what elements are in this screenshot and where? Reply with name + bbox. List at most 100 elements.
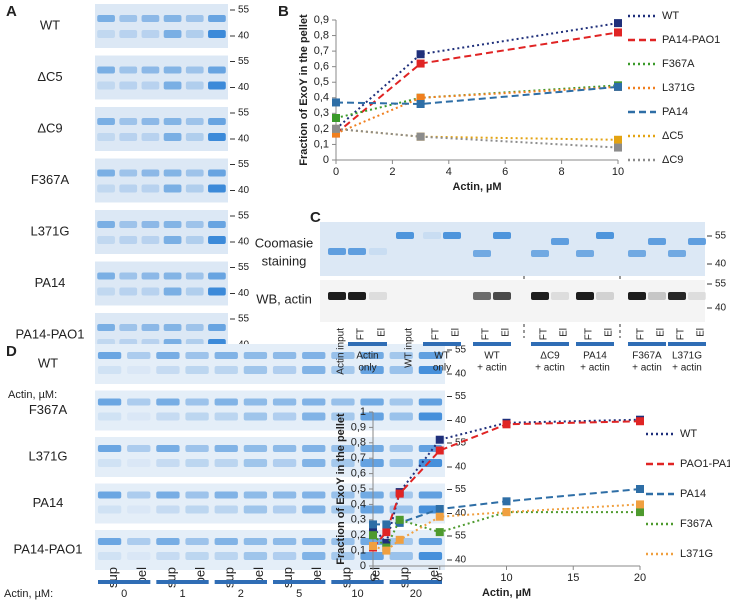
band: [243, 445, 268, 452]
band: [360, 491, 384, 499]
data-point: [502, 508, 511, 517]
concentration: 2: [238, 588, 244, 600]
lane-label: El: [604, 328, 615, 337]
band: [596, 232, 614, 239]
band: [127, 445, 151, 452]
band: [208, 236, 226, 244]
band: [243, 552, 268, 560]
band: [163, 236, 182, 244]
band: [331, 445, 355, 452]
group-label: + actin: [580, 363, 610, 374]
lane-label: pel: [134, 567, 149, 584]
band: [473, 292, 491, 300]
mw-marker: 40: [455, 462, 467, 473]
band: [389, 505, 413, 514]
band: [328, 248, 346, 255]
band: [119, 184, 138, 193]
band: [272, 505, 297, 514]
band: [141, 287, 160, 296]
band: [156, 552, 180, 560]
legend-label: F367A: [662, 58, 695, 70]
mw-marker: 55: [238, 211, 250, 222]
band: [97, 15, 115, 22]
band: [97, 398, 122, 406]
y-tick-label: 0,6: [351, 468, 366, 480]
band: [302, 366, 326, 374]
lane-label: El: [656, 328, 667, 337]
band: [185, 352, 209, 359]
band: [127, 538, 151, 545]
band: [302, 491, 326, 499]
lane-bar: [389, 580, 442, 584]
gel: [95, 261, 228, 306]
y-tick-label: 0,4: [314, 92, 329, 104]
band: [418, 366, 443, 374]
band: [389, 459, 413, 467]
band: [688, 292, 706, 300]
band: [97, 236, 115, 244]
group-label: F367A: [632, 351, 662, 362]
band: [141, 272, 160, 280]
band: [418, 552, 443, 560]
row-label: ΔC9: [37, 120, 62, 135]
lane-label: sup: [397, 567, 412, 588]
band: [369, 292, 387, 300]
band: [119, 324, 138, 331]
band: [119, 81, 138, 90]
band: [185, 236, 204, 244]
band: [127, 352, 151, 359]
data-point: [502, 420, 511, 429]
band: [389, 445, 413, 452]
lane-label: pel: [426, 567, 441, 584]
x-axis-title: Actin, µM: [482, 587, 531, 599]
legend-label: PA14-PAO1: [662, 34, 720, 46]
gel: [95, 107, 228, 151]
gel: [95, 390, 445, 431]
data-point: [332, 129, 340, 138]
band: [208, 133, 226, 141]
band: [127, 412, 151, 421]
band: [97, 552, 122, 560]
data-point: [435, 505, 444, 514]
band: [208, 81, 226, 90]
band: [156, 445, 180, 452]
band: [272, 398, 297, 406]
band: [214, 505, 238, 514]
lane-label: FT: [584, 328, 595, 340]
band: [389, 398, 413, 406]
band: [360, 505, 384, 514]
band: [185, 366, 209, 374]
band: [163, 272, 182, 280]
legend-label: PA14: [680, 488, 706, 500]
band: [185, 118, 204, 125]
row-label: F367A: [31, 172, 70, 187]
band: [208, 66, 226, 74]
legend-label: WT: [662, 10, 679, 22]
band: [97, 66, 115, 74]
row-label: L371G: [30, 223, 69, 238]
lane-label: sup: [105, 567, 120, 588]
data-point: [435, 446, 444, 455]
band: [243, 459, 268, 467]
lane-label: El: [451, 328, 462, 337]
band: [688, 238, 706, 245]
group-label: WT: [434, 351, 450, 362]
band: [141, 81, 160, 90]
band: [185, 221, 204, 228]
band: [668, 250, 686, 257]
row-label: staining: [262, 253, 307, 268]
mw-marker: 40: [715, 303, 727, 314]
band: [418, 412, 443, 421]
lane-label: FT: [676, 328, 687, 340]
lane-label: pel: [309, 567, 324, 584]
row-label: WT: [40, 17, 60, 32]
band: [141, 66, 160, 74]
lane-label: sup: [280, 567, 295, 588]
gel: [95, 158, 228, 203]
data-point: [435, 512, 444, 521]
band: [348, 248, 366, 255]
band: [360, 412, 384, 421]
data-point: [416, 50, 425, 59]
x-tick-label: 0: [333, 166, 339, 178]
band: [127, 505, 151, 514]
